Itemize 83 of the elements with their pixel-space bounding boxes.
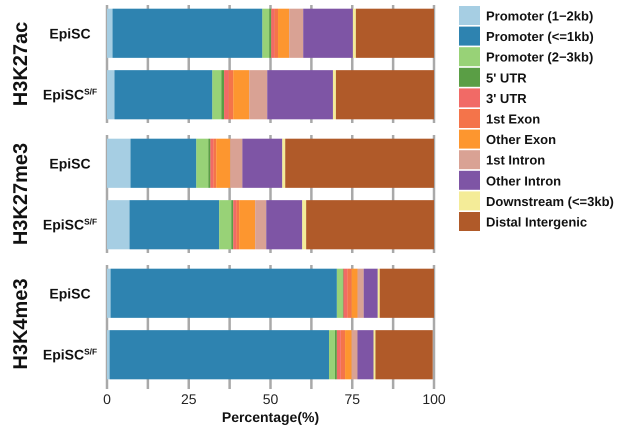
y-tick-label: EpiSC xyxy=(49,25,91,42)
bar xyxy=(336,268,343,318)
bar xyxy=(375,330,433,380)
bar xyxy=(357,330,374,380)
bar xyxy=(107,330,110,380)
bar xyxy=(336,330,341,380)
bar xyxy=(110,268,337,318)
bar xyxy=(210,138,214,188)
bar xyxy=(224,70,229,120)
bar xyxy=(332,70,336,120)
legend-label: 1st Intron xyxy=(486,152,546,168)
y-tick-label: EpiSC xyxy=(49,285,91,302)
bar xyxy=(236,200,240,250)
bar xyxy=(112,8,262,58)
bar xyxy=(329,330,335,380)
bar xyxy=(221,70,224,120)
bar xyxy=(267,70,333,120)
x-axis-title: Percentage(%) xyxy=(222,409,320,425)
legend-label: Other Intron xyxy=(486,173,562,188)
legend-label: Promoter (1−2kb) xyxy=(486,8,594,24)
bar xyxy=(242,138,282,188)
bar xyxy=(110,330,330,380)
bar xyxy=(285,138,434,188)
x-tick-label: 25 xyxy=(180,391,197,407)
bar xyxy=(271,8,274,58)
bar xyxy=(114,70,212,120)
legend-label: Downstream (<=3kb) xyxy=(486,194,614,209)
bar xyxy=(303,8,353,58)
legend-label: Promoter (<=1kb) xyxy=(486,29,594,44)
y-axis-title: H3K4me3 xyxy=(10,278,32,370)
bar xyxy=(230,138,242,188)
bar xyxy=(107,138,131,188)
bar xyxy=(130,138,196,188)
bar xyxy=(239,200,256,250)
bar xyxy=(266,200,302,250)
bar xyxy=(302,200,306,250)
bar xyxy=(130,200,220,250)
x-tick-label: 50 xyxy=(262,391,278,407)
bar xyxy=(212,70,222,120)
y-tick-label: EpiSC$^{S/F}$ xyxy=(42,216,98,233)
legend-label: 5' UTR xyxy=(486,70,528,86)
bar xyxy=(352,268,358,318)
bar xyxy=(219,200,232,250)
x-tick-label: 0 xyxy=(103,391,112,407)
bar xyxy=(228,70,234,120)
bar xyxy=(306,200,434,250)
bar xyxy=(196,138,208,188)
bar xyxy=(343,268,348,318)
bar xyxy=(340,330,346,380)
bar xyxy=(347,268,352,318)
bar xyxy=(107,8,113,58)
bar xyxy=(336,70,434,120)
bar xyxy=(255,200,266,250)
y-tick-label: EpiSC$^{S/F}$ xyxy=(42,86,98,103)
bar xyxy=(233,200,236,250)
bar xyxy=(345,330,352,380)
legend-label: 1st Exon xyxy=(486,112,540,126)
bar xyxy=(357,268,364,318)
bar xyxy=(107,268,111,318)
bar xyxy=(216,138,230,188)
bar xyxy=(352,8,356,58)
bar xyxy=(274,8,278,58)
bar xyxy=(352,330,358,380)
bar xyxy=(249,70,268,120)
legend-label: Promoter (2−3kb) xyxy=(486,50,594,65)
bar xyxy=(356,8,434,58)
x-tick-label: 75 xyxy=(344,391,360,407)
bar xyxy=(289,8,304,58)
legend-label: 3' UTR xyxy=(486,90,528,106)
y-tick-label: EpiSC$^{S/F}$ xyxy=(42,346,98,363)
bar xyxy=(380,268,434,318)
bar xyxy=(278,8,290,58)
legend-label: Distal Intergenic xyxy=(486,214,588,230)
y-axis-title: H3K27me3 xyxy=(10,142,32,246)
bar xyxy=(364,268,378,318)
y-axis-title: H3K27ac xyxy=(10,22,32,106)
bar xyxy=(107,200,130,250)
bar xyxy=(233,70,250,120)
x-tick-label: 100 xyxy=(422,391,446,407)
legend-label: Other Exon xyxy=(486,132,556,148)
bar xyxy=(262,8,270,58)
y-tick-label: EpiSC xyxy=(49,155,91,172)
bar xyxy=(107,70,115,120)
